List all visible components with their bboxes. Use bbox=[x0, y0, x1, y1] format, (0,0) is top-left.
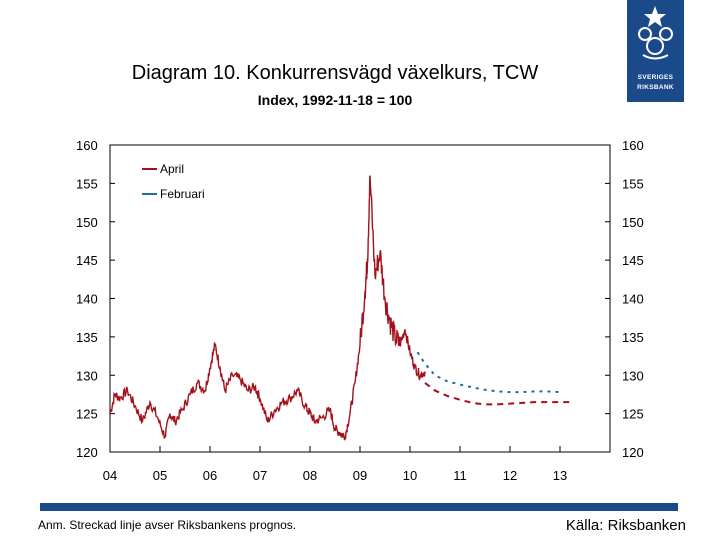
y-tick-label-right: 130 bbox=[622, 368, 644, 383]
x-tick-label: 07 bbox=[253, 468, 267, 483]
series-line-februari bbox=[416, 351, 561, 394]
y-tick-label-left: 155 bbox=[76, 176, 98, 191]
x-tick-label: 08 bbox=[303, 468, 317, 483]
y-tick-label-left: 125 bbox=[76, 407, 98, 422]
logo-line2: RIKSBANK bbox=[637, 84, 674, 91]
x-tick-label: 13 bbox=[553, 468, 567, 483]
crown-emblem-icon bbox=[638, 6, 673, 60]
chart-subtitle: Index, 1992-11-18 = 100 bbox=[257, 92, 413, 108]
legend-label-februari: Februari bbox=[160, 187, 205, 201]
y-tick-label-right: 155 bbox=[622, 176, 644, 191]
chart-title: Diagram 10. Konkurrensvägd växelkurs, TC… bbox=[131, 62, 539, 84]
y-tick-label-left: 120 bbox=[76, 445, 98, 460]
plot-area bbox=[109, 144, 611, 453]
y-tick-label-right: 145 bbox=[622, 253, 644, 268]
source-label: Källa: Riksbanken bbox=[565, 517, 686, 534]
legend-label-april: April bbox=[160, 162, 184, 176]
y-tick-label-left: 135 bbox=[76, 330, 98, 345]
y-tick-label-left: 160 bbox=[76, 138, 98, 153]
footnote: Anm. Streckad linje avser Riksbankens pr… bbox=[38, 518, 297, 532]
y-tick-label-left: 130 bbox=[76, 368, 98, 383]
logo-line1: SVERIGES bbox=[637, 74, 674, 81]
footer-bar bbox=[40, 503, 678, 511]
y-tick-label-right: 135 bbox=[622, 330, 644, 345]
x-tick-label: 06 bbox=[203, 468, 217, 483]
legend: April Februari bbox=[142, 162, 205, 201]
y-tick-label-right: 120 bbox=[622, 445, 644, 460]
x-tick-label: 05 bbox=[153, 468, 167, 483]
x-tick-label: 10 bbox=[403, 468, 417, 483]
y-tick-label-left: 145 bbox=[76, 253, 98, 268]
y-tick-label-left: 150 bbox=[76, 215, 98, 230]
chart-svg: 120 125 130 135 140 145 150 155 160 120 125 130 135… bbox=[76, 138, 644, 483]
y-tick-label-right: 150 bbox=[622, 215, 644, 230]
series-line-april-prognos bbox=[424, 382, 573, 406]
y-tick-label-right: 140 bbox=[622, 292, 644, 307]
y-tick-label-left: 140 bbox=[76, 292, 98, 307]
x-tick-label: 04 bbox=[103, 468, 117, 483]
y-tick-label-right: 160 bbox=[622, 138, 644, 153]
riksbank-logo: SVERIGES RIKSBANK bbox=[627, 0, 684, 102]
y-tick-label-right: 125 bbox=[622, 407, 644, 422]
x-tick-label: 09 bbox=[353, 468, 367, 483]
series-line-april bbox=[109, 175, 426, 441]
x-tick-label: 11 bbox=[453, 468, 467, 483]
x-tick-label: 12 bbox=[503, 468, 517, 483]
